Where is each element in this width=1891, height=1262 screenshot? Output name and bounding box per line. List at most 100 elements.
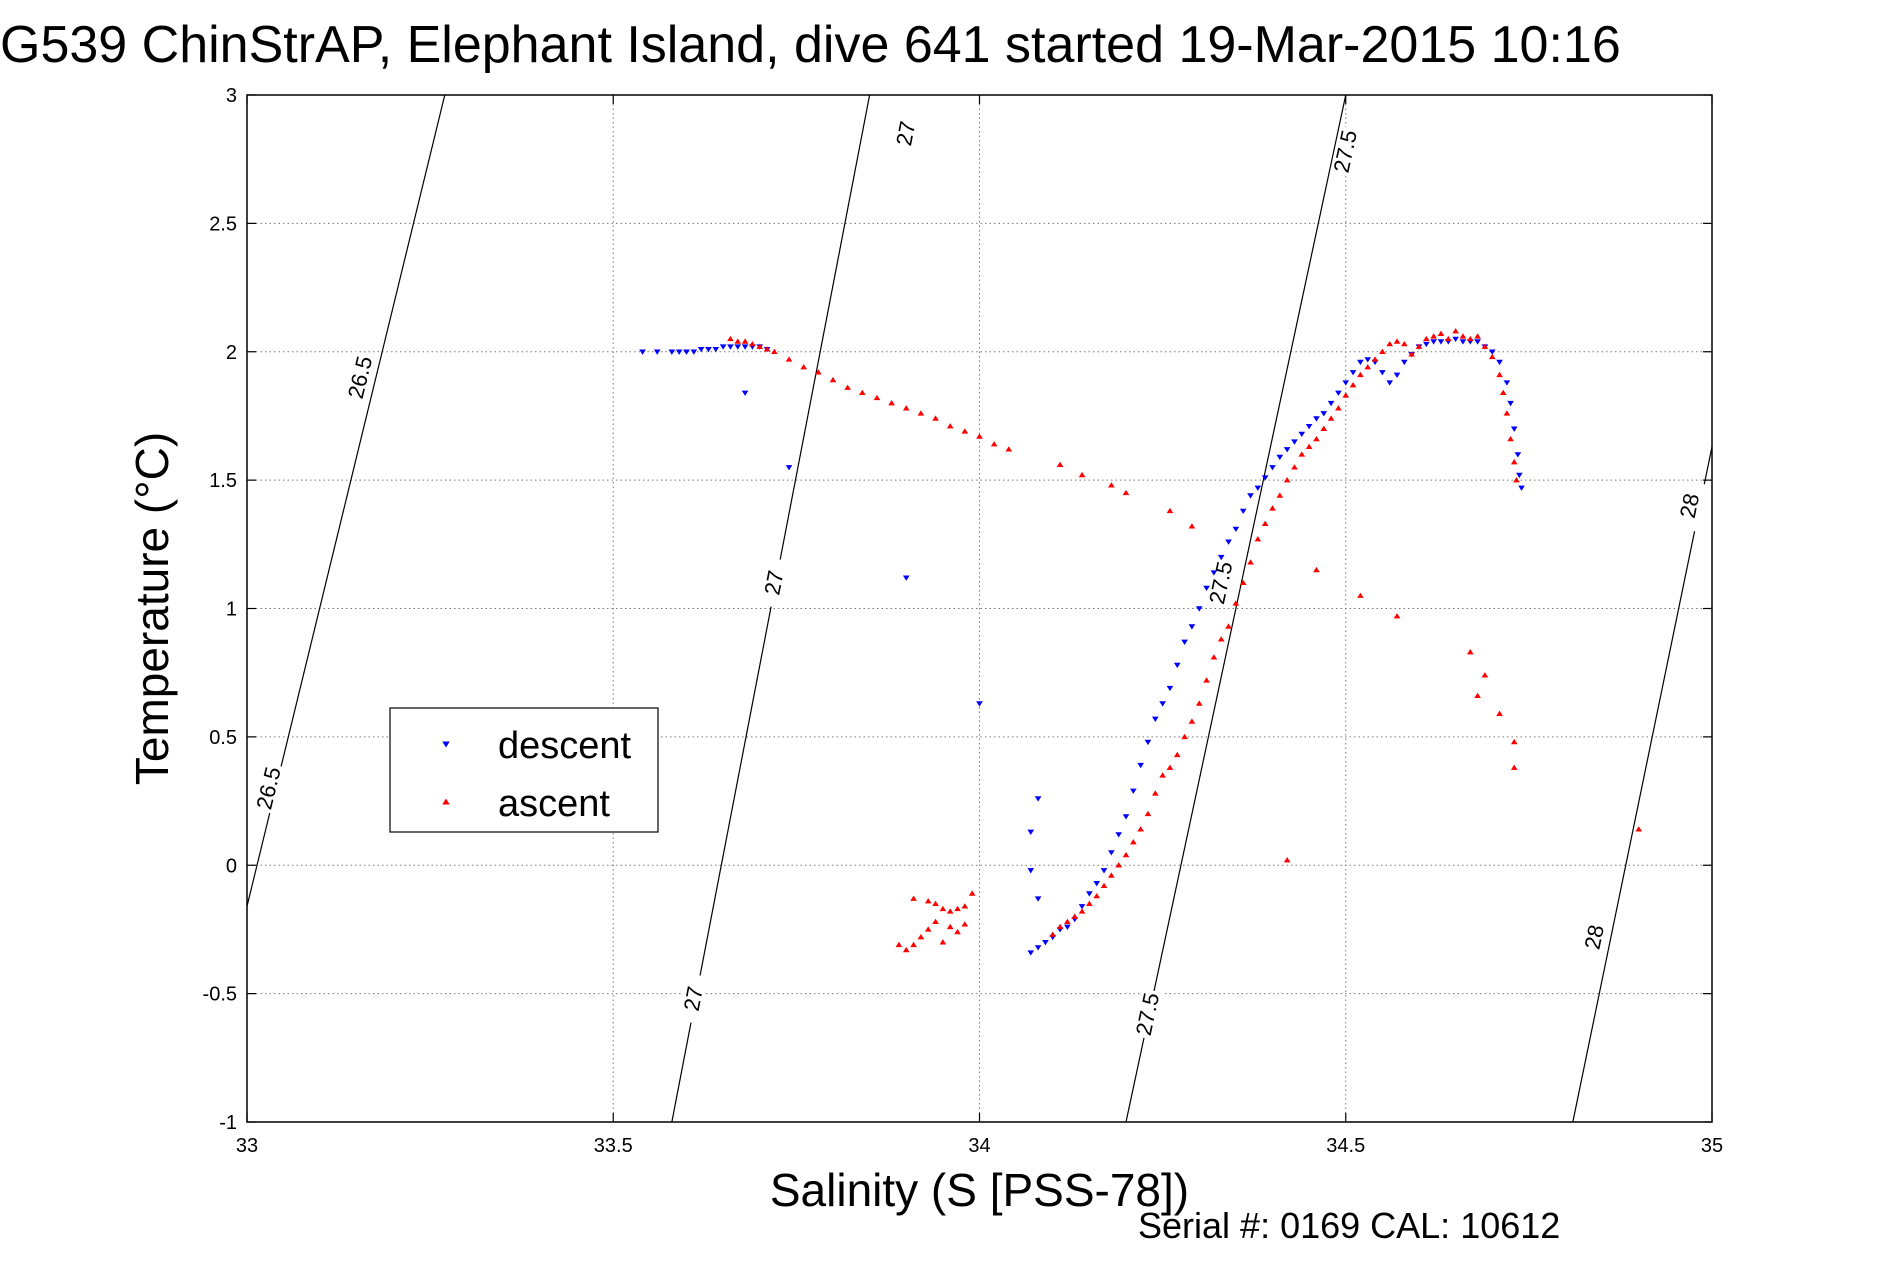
descent-point bbox=[1034, 896, 1042, 902]
ascent-point bbox=[1291, 464, 1298, 470]
ascent-point bbox=[829, 376, 837, 383]
ascent-point bbox=[1151, 790, 1159, 796]
ascent-point bbox=[1510, 764, 1518, 770]
x-tick-label: 35 bbox=[1701, 1135, 1723, 1157]
ascent-point bbox=[968, 890, 976, 896]
descent-point bbox=[1269, 465, 1276, 471]
ascent-point bbox=[1335, 405, 1342, 411]
descent-point bbox=[1159, 701, 1166, 707]
ascent-point bbox=[1496, 710, 1503, 716]
ascent-point bbox=[1393, 338, 1401, 344]
legend-box bbox=[389, 707, 659, 833]
ascent-point bbox=[1122, 489, 1130, 496]
ascent-point bbox=[895, 941, 903, 948]
legend-marker-ascent bbox=[442, 798, 450, 805]
axis-ticks: 33 33.5 34 34.5 35 -1 -0.5 0 0.5 1 1.5 2 2.5 3 bbox=[203, 85, 1724, 1157]
descent-point bbox=[1034, 796, 1042, 802]
descent-point bbox=[1386, 380, 1394, 386]
descent-point bbox=[1181, 639, 1188, 645]
ascent-point bbox=[1364, 364, 1372, 370]
descent-point bbox=[1357, 359, 1364, 366]
descent-point bbox=[1496, 359, 1503, 366]
descent-point bbox=[1130, 788, 1137, 794]
ascent-point bbox=[1357, 371, 1364, 378]
descent-point bbox=[741, 344, 749, 350]
x-axis-label: Salinity (S [PSS-78]) bbox=[770, 1164, 1189, 1216]
ascent-point bbox=[1342, 392, 1350, 398]
ascent-point bbox=[1210, 654, 1218, 660]
isopycnal-label-bg bbox=[344, 351, 377, 404]
ascent-point bbox=[1503, 410, 1511, 416]
ascent-point bbox=[954, 928, 961, 935]
ascent-point bbox=[1254, 536, 1262, 542]
isopycnal-line bbox=[1125, 95, 1347, 1122]
ascent-point bbox=[932, 900, 939, 906]
ascent-point bbox=[1313, 435, 1320, 442]
ascent-point bbox=[734, 338, 742, 344]
descent-point bbox=[1283, 447, 1291, 453]
y-tick-label: 3 bbox=[226, 85, 237, 107]
descent-point bbox=[1507, 400, 1514, 407]
isopycnal-label: 27 bbox=[679, 984, 708, 1013]
descent-point bbox=[1166, 685, 1174, 692]
y-tick-label: 2 bbox=[226, 342, 237, 364]
ascent-point bbox=[1144, 810, 1152, 817]
ascent-point bbox=[1232, 600, 1240, 606]
descent-point bbox=[1115, 832, 1122, 838]
ascent-point bbox=[902, 405, 910, 411]
chart-title: G539 ChinStrAP, Elephant Island, dive 64… bbox=[0, 16, 1621, 74]
ascent-point bbox=[917, 410, 925, 416]
descent-point bbox=[1488, 349, 1496, 355]
descent-point bbox=[1093, 881, 1101, 887]
ascent-point bbox=[961, 921, 969, 927]
ascent-point bbox=[1283, 477, 1291, 483]
descent-point bbox=[1298, 431, 1306, 438]
descent-point bbox=[1078, 904, 1086, 910]
descent-point bbox=[1064, 924, 1071, 930]
descent-point bbox=[734, 344, 742, 350]
descent-point bbox=[639, 349, 646, 355]
descent-point bbox=[1027, 868, 1035, 874]
ascent-point bbox=[1305, 443, 1313, 449]
x-tick-label: 33.5 bbox=[594, 1135, 633, 1157]
ascent-point bbox=[961, 428, 969, 434]
ascent-point bbox=[741, 338, 749, 344]
ascent-point bbox=[1357, 592, 1364, 598]
ascent-point bbox=[939, 905, 947, 912]
ascent-point bbox=[946, 908, 954, 914]
ascent-point bbox=[1071, 913, 1079, 919]
ascent-point bbox=[1423, 335, 1430, 342]
ascent-point bbox=[1466, 649, 1474, 655]
isopycnal-line bbox=[671, 95, 871, 1122]
descent-point bbox=[1335, 390, 1342, 396]
legend-label-descent: descent bbox=[498, 725, 632, 767]
ascent-point bbox=[1137, 826, 1144, 832]
descent-point bbox=[1342, 380, 1350, 386]
descent-point bbox=[1122, 814, 1130, 820]
descent-point bbox=[1459, 339, 1467, 345]
descent-point bbox=[1261, 475, 1269, 481]
ascent-point bbox=[1056, 923, 1064, 930]
ascent-point bbox=[1188, 523, 1196, 529]
ascent-point bbox=[1401, 340, 1408, 347]
ascent-point bbox=[1166, 507, 1174, 514]
descent-point bbox=[653, 349, 661, 355]
ascent-point bbox=[1313, 566, 1320, 573]
x-tick-label: 34.5 bbox=[1326, 1135, 1365, 1157]
ascent-point bbox=[910, 941, 917, 948]
data-series bbox=[639, 328, 1643, 956]
legend-marker-descent bbox=[442, 741, 450, 748]
ascent-point bbox=[1320, 425, 1328, 431]
ascent-point bbox=[858, 389, 866, 396]
descent-point bbox=[1364, 357, 1372, 363]
ascent-point bbox=[1122, 851, 1130, 858]
descent-point bbox=[727, 344, 734, 350]
descent-point bbox=[1042, 940, 1049, 946]
ascent-point bbox=[1379, 348, 1386, 354]
descent-point bbox=[1516, 472, 1523, 479]
descent-point bbox=[1247, 493, 1254, 499]
ascent-point bbox=[1452, 328, 1459, 334]
descent-point bbox=[1393, 372, 1401, 378]
